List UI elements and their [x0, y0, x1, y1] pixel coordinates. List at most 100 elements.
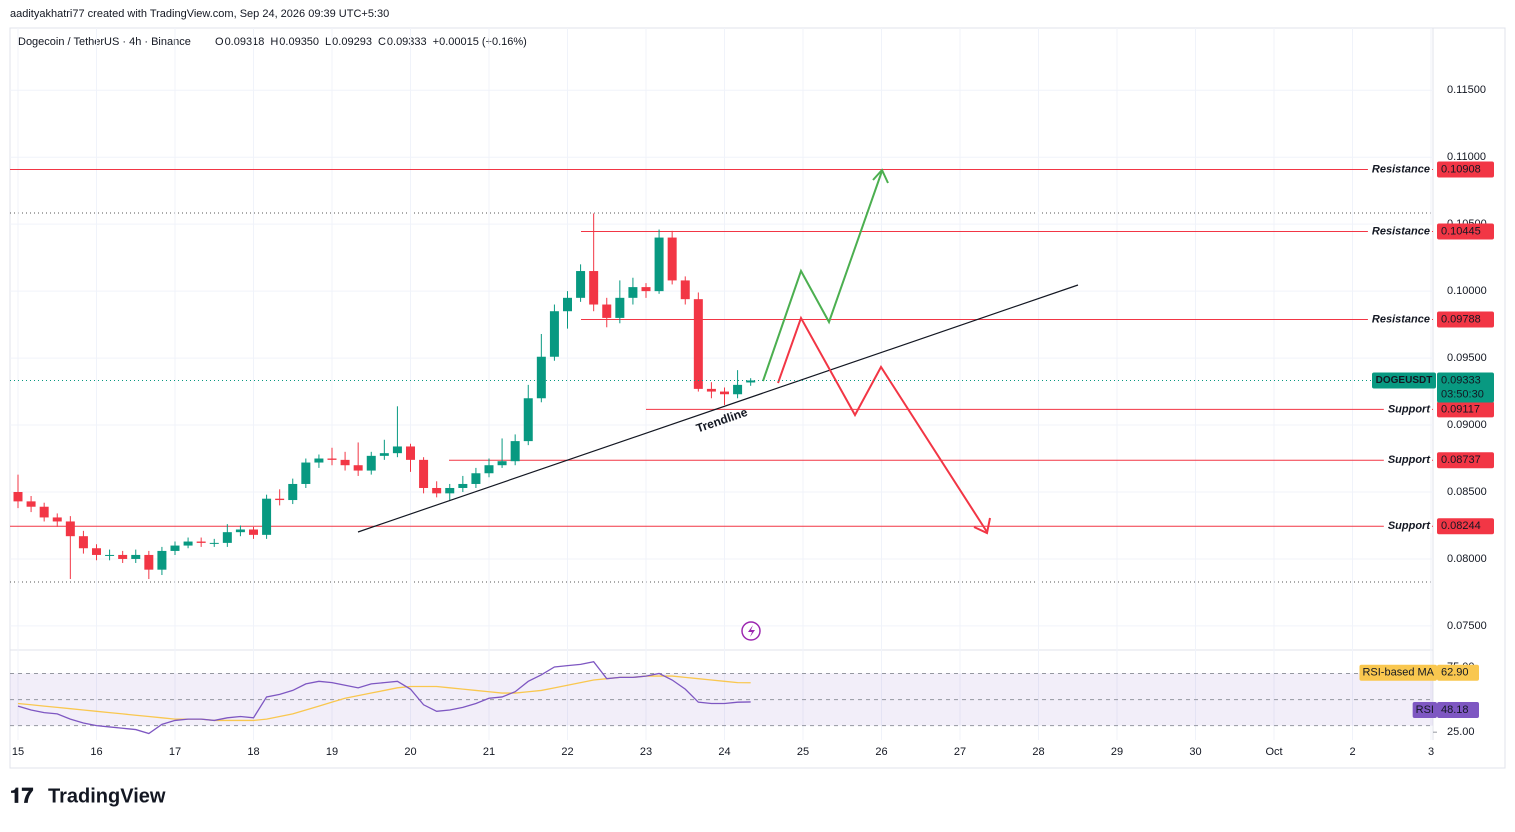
- x-tick-label: 16: [90, 746, 102, 758]
- rsi-line: [17, 661, 751, 735]
- level-value: 0.08244: [1441, 520, 1481, 532]
- logo-mark: 𝟏𝟕: [10, 785, 34, 808]
- y-tick-label: 0.09500: [1447, 352, 1487, 364]
- candle-body: [497, 461, 507, 466]
- candle-body: [706, 388, 716, 392]
- candle-body: [484, 465, 494, 474]
- candle-body: [327, 458, 337, 460]
- ohlc-value: 0.09318: [225, 36, 265, 48]
- x-tick-label: 23: [640, 746, 652, 758]
- ohlc-value: 0.09293: [332, 36, 372, 48]
- y-tick-label: 0.09000: [1447, 419, 1487, 431]
- value-tag: [1437, 701, 1479, 718]
- x-tick-label: 3: [1428, 746, 1434, 758]
- candle-body: [432, 487, 442, 494]
- legend: Dogecoin / TetherUS · 4h · Binance O 0.09…: [18, 36, 527, 48]
- candle-body: [183, 541, 193, 546]
- level-name-bg: [1367, 312, 1432, 327]
- candle-body: [720, 391, 729, 395]
- price-tag: [1437, 372, 1494, 403]
- candle-body: [445, 487, 455, 494]
- x-tick-label: 26: [875, 746, 887, 758]
- candle-body: [105, 554, 115, 556]
- y-tick-label: 0.11500: [1447, 84, 1486, 96]
- level-tag: [1437, 452, 1494, 469]
- candle-body: [471, 473, 481, 484]
- x-tick-label: 17: [169, 746, 181, 758]
- candle-body: [262, 498, 272, 535]
- candle-body: [340, 459, 350, 466]
- bolt: [748, 625, 755, 637]
- bull-path: [762, 170, 883, 382]
- candle-body: [746, 380, 756, 383]
- candle-body: [366, 455, 376, 471]
- candle-body: [419, 459, 429, 488]
- candle-body: [510, 441, 520, 462]
- candle-body: [602, 304, 612, 318]
- level-value: 0.08737: [1441, 454, 1481, 466]
- candle-body: [196, 541, 206, 543]
- candle-body: [523, 398, 533, 442]
- candle-body: [275, 498, 285, 501]
- candle-body: [170, 545, 180, 551]
- y-tick-label: 0.07500: [1447, 620, 1487, 632]
- candle-body: [118, 554, 128, 559]
- level-name-bg: [1383, 519, 1432, 534]
- y-tick-label: 0.08000: [1447, 553, 1487, 565]
- candle-body: [131, 554, 141, 559]
- candle-body: [589, 271, 599, 305]
- symbol: DOGEUSDT: [1376, 375, 1433, 386]
- change: +0.00015 (+0.16%): [433, 36, 527, 48]
- brand: TradingView: [48, 785, 166, 807]
- candle-body: [667, 237, 677, 281]
- countdown: 03:50:30: [1441, 388, 1484, 400]
- credit: aadityakhatri77 created with TradingView…: [10, 8, 389, 20]
- candle-body: [379, 453, 389, 456]
- ohlc-label: L: [325, 36, 331, 48]
- x-tick-label: 20: [404, 746, 416, 758]
- x-tick-label: 18: [247, 746, 259, 758]
- x-tick-label: 15: [12, 746, 24, 758]
- candle-body: [235, 529, 245, 533]
- level-name-bg: [1383, 453, 1432, 468]
- candle-body: [680, 280, 690, 300]
- candle-body: [301, 462, 311, 484]
- trendline: [357, 284, 1079, 533]
- candle-body: [392, 446, 402, 454]
- x-tick-label: 28: [1032, 746, 1044, 758]
- level-name: Resistance: [1372, 225, 1430, 237]
- value-label: 48.18: [1441, 704, 1469, 716]
- candle-body: [353, 465, 363, 471]
- candle-body: [549, 311, 559, 357]
- level-tag: [1437, 161, 1494, 178]
- price-value: 0.09333: [1441, 374, 1481, 386]
- candle-body: [536, 356, 546, 399]
- candle-body: [13, 492, 23, 502]
- candle-body: [209, 542, 219, 544]
- y-tick-label: 0.08500: [1447, 486, 1487, 498]
- x-tick-label: 29: [1111, 746, 1123, 758]
- x-tick-label: 27: [954, 746, 966, 758]
- candle-body: [641, 287, 651, 292]
- candle-body: [693, 299, 703, 389]
- y-tick-label: 25.00: [1447, 726, 1475, 738]
- value-label: 62.90: [1441, 667, 1469, 679]
- level-name: Support: [1388, 403, 1431, 415]
- x-tick-label: 22: [561, 746, 573, 758]
- ohlc-label: O: [215, 36, 224, 48]
- arrowhead: [872, 168, 889, 184]
- ohlc-label: C: [378, 36, 386, 48]
- candle-body: [249, 529, 258, 535]
- y-tick-label: 0.10000: [1447, 285, 1487, 297]
- level-name: Support: [1388, 454, 1431, 466]
- candle-body: [157, 550, 167, 570]
- legend-entry: RSI: [1416, 704, 1434, 716]
- bear-path: [777, 315, 988, 533]
- x-tick-label: 25: [797, 746, 809, 758]
- x-tick-label: 2: [1349, 746, 1355, 758]
- candle-body: [65, 521, 75, 537]
- ohlc-value: 0.09333: [387, 36, 427, 48]
- level-value: 0.09788: [1441, 313, 1481, 325]
- frame: [9, 27, 1506, 769]
